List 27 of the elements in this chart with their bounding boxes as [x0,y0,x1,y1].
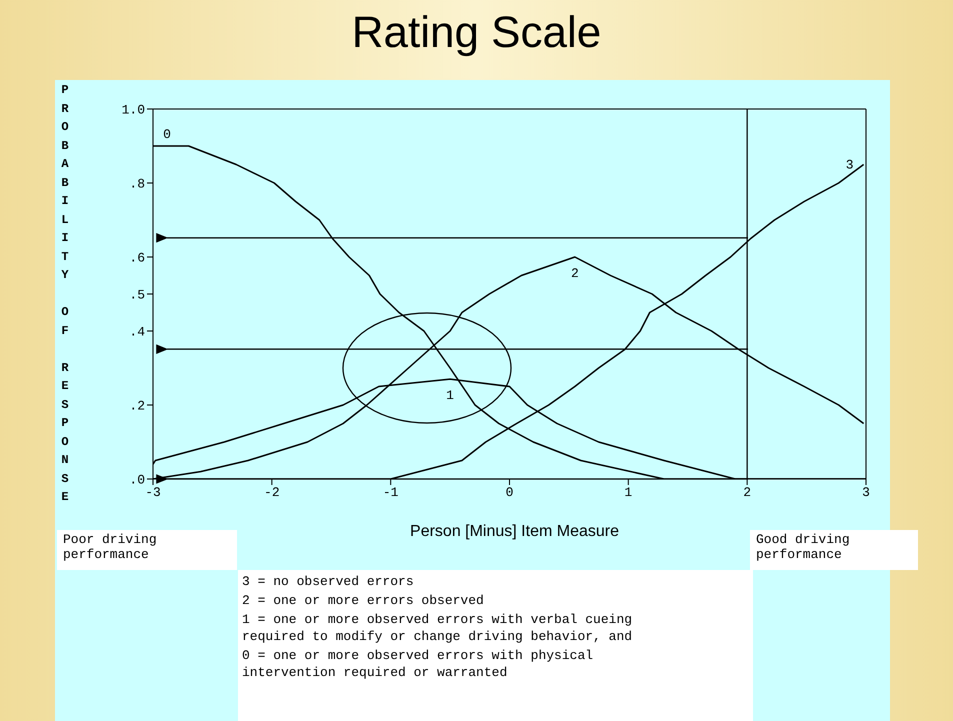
x-tick-label: 0 [506,485,514,500]
text: 1 = one or more observed errors with verbal cueing required to modify or change driving behavior, and [242,611,634,645]
x-tick-label: 1 [624,485,632,500]
text: 3 = no observed errors [242,573,415,590]
y-tick-label: .4 [129,324,146,340]
x-tick-label: 2 [743,485,752,500]
y-tick-label: .5 [129,288,145,303]
x-tick-label: 3 [862,485,870,500]
x-tick-label: -1 [382,485,399,500]
text: 0 = one or more observed errors with physical intervention required or warranted [242,647,594,681]
y-tick-label: .6 [129,250,145,266]
text: Poor driving performance [57,530,237,570]
chart-title: Rating Scale [350,8,602,58]
series-label: 1 [446,388,454,404]
x-tick-label: -3 [145,485,161,500]
text: PROBABILITY OF RESPONSE [61,83,69,504]
y-tick-label: .8 [129,176,145,192]
series-label: 3 [846,158,854,172]
y-tick-label: 1.0 [122,102,145,118]
y-tick-label: .0 [129,472,145,488]
series-label: 2 [570,266,579,281]
text: 2 = one or more errors observed [242,592,485,609]
text: Good driving performance [750,530,918,570]
x-axis-title: Person [Minus] Item Measure [410,523,619,540]
series-label: 0 [163,127,171,142]
y-tick-label: .2 [129,398,145,414]
x-tick-label: -2 [264,485,280,500]
